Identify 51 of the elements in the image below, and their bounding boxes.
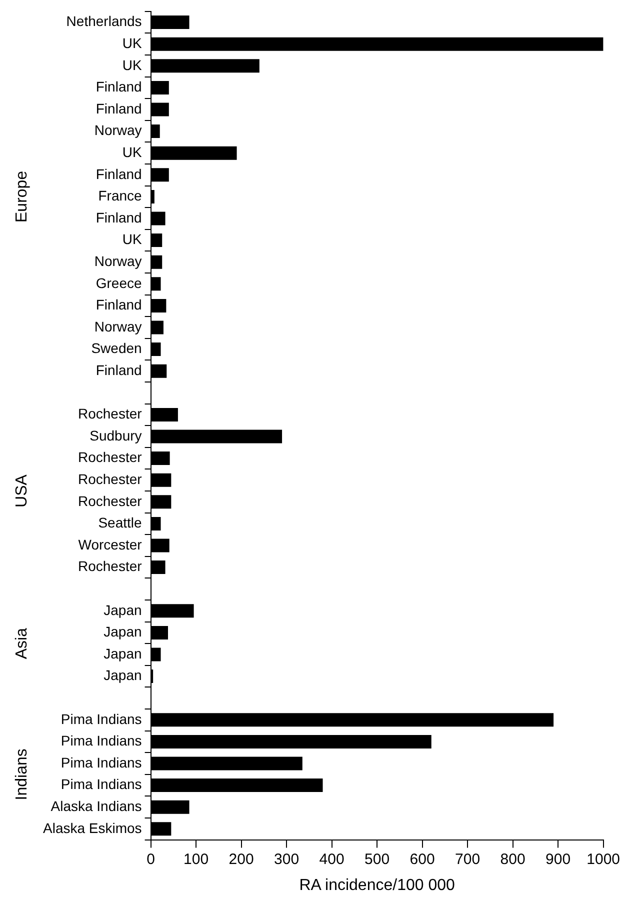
y-tick-label: Japan [104,645,142,662]
y-tick-label: Japan [104,602,142,618]
y-tick-label: Finland [96,296,142,313]
x-tick-label: 600 [410,850,435,868]
y-tick-label: Pima Indians [60,776,142,792]
y-tick-label: Alaska Eskimos [42,820,142,836]
y-tick-label: Finland [96,166,142,182]
y-tick-label: Pima Indians [60,732,142,749]
x-tick-label: 100 [184,850,209,868]
x-tick-label: 700 [455,850,480,868]
x-tick-label: 800 [500,850,526,868]
y-tick-label: Japan [104,624,142,640]
y-tick-label: Sweden [91,340,142,356]
y-tick-label: Finland [96,78,142,95]
y-tick-label: Rochester [78,406,142,422]
y-tick-label: Norway [94,122,142,138]
x-axis-title: RA incidence/100 000 [299,876,455,894]
y-tick-label: Finland [96,209,142,226]
y-tick-label: UK [122,56,142,73]
y-tick-label: Greece [96,274,142,291]
text: Europe [13,170,30,222]
y-tick-label: Netherlands [66,13,142,30]
y-tick-label: Worcester [78,536,142,552]
y-tick-label: UK [122,144,142,160]
text: Asia [13,628,30,660]
y-tick-label: Rochester [78,470,142,487]
x-tick-label: 400 [319,850,344,868]
y-tick-label: Rochester [78,492,142,509]
y-tick-label: Pima Indians [60,754,142,770]
y-tick-label: Sudbury [90,427,142,444]
y-tick-label: Seattle [98,514,142,531]
y-tick-label: Japan [104,667,142,684]
y-tick-label: Finland [96,362,142,378]
x-tick-label: 1000 [586,850,620,868]
x-tick-label: 200 [228,850,254,868]
text: USA [13,474,30,508]
y-tick-label: Finland [96,100,142,116]
x-tick-label: 500 [364,850,390,868]
y-tick-label: Rochester [78,449,142,466]
x-tick-label: 300 [274,850,300,868]
text: Indians [13,748,30,800]
y-tick-label: Alaska Indians [50,798,142,814]
y-tick-label: Pima Indians [60,710,142,727]
x-tick-label: 0 [146,850,155,868]
y-tick-label: UK [122,231,142,248]
y-tick-label: Rochester [78,558,142,574]
y-tick-label: Norway [94,252,142,269]
x-tick-label: 900 [546,850,571,868]
y-tick-label: UK [122,34,142,51]
y-tick-label: France [98,188,142,204]
y-tick-label: Norway [94,318,142,334]
